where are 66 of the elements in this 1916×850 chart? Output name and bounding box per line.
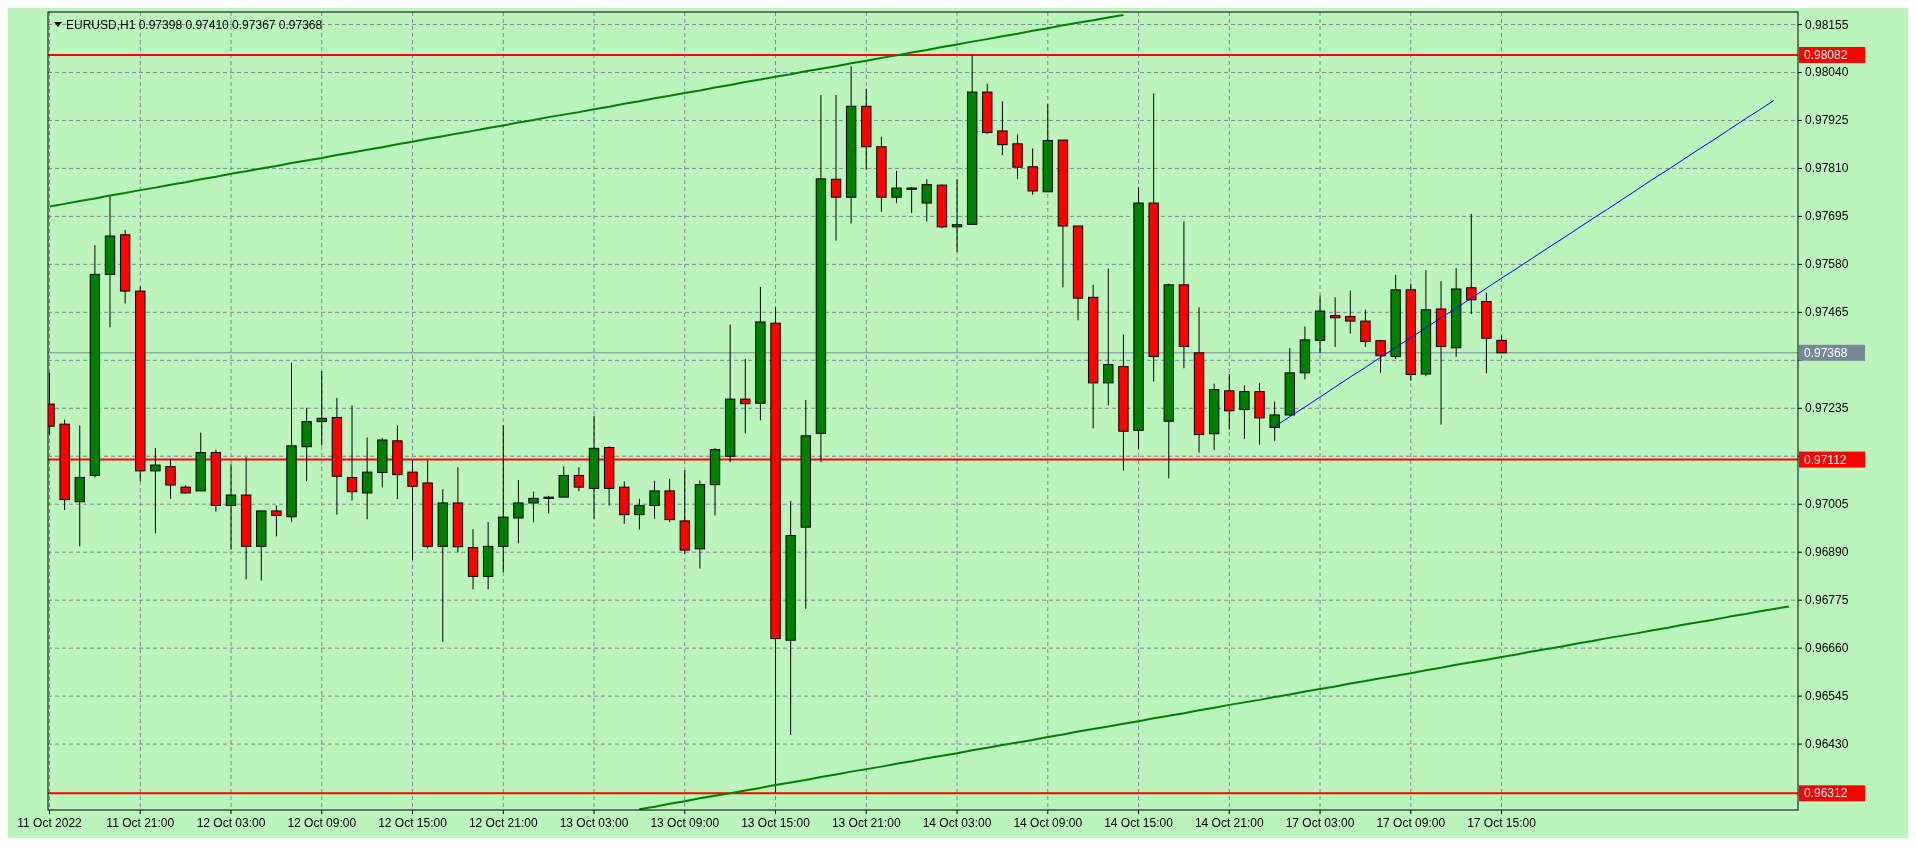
candlestick xyxy=(225,463,237,551)
candlestick xyxy=(891,170,902,204)
x-tick-label: 14 Oct 03:00 xyxy=(922,816,992,830)
candlestick xyxy=(528,491,539,523)
candlestick xyxy=(1360,309,1371,348)
candlestick xyxy=(513,479,524,544)
y-tick-label: 0.96430 xyxy=(1805,737,1849,752)
x-tick-label: 14 Oct 21:00 xyxy=(1194,816,1264,830)
candlestick xyxy=(1224,373,1235,431)
candlestick xyxy=(1239,384,1250,440)
x-tick-label: 12 Oct 21:00 xyxy=(468,816,538,830)
y-tick-label: 0.97810 xyxy=(1805,161,1849,176)
candlestick xyxy=(830,94,842,242)
y-tick-label: 0.98155 xyxy=(1805,17,1849,32)
candlestick xyxy=(1375,339,1386,374)
y-tick-label: 0.97005 xyxy=(1805,497,1849,512)
candlestick xyxy=(316,370,327,446)
candlestick xyxy=(1345,290,1356,335)
candlestick xyxy=(649,480,660,520)
text: EURUSD,H1 0.97398 0.97410 0.97367 0.97368 xyxy=(66,18,323,32)
candlestick xyxy=(634,498,645,531)
y-tick-label: 0.97580 xyxy=(1805,257,1849,272)
candlestick xyxy=(1269,401,1280,442)
y-tick-label: 0.97695 xyxy=(1805,209,1849,224)
y-tick-label: 0.96775 xyxy=(1805,593,1849,608)
y-tick-label: 0.96660 xyxy=(1805,641,1849,656)
x-tick-label: 17 Oct 15:00 xyxy=(1467,816,1537,830)
x-tick-label: 11 Oct 21:00 xyxy=(106,816,175,830)
candlestick xyxy=(951,178,963,253)
x-tick-label: 12 Oct 09:00 xyxy=(287,816,357,830)
x-tick-label: 11 Oct 2022 xyxy=(17,816,83,830)
candlestick xyxy=(271,504,282,537)
y-tick-label: 0.97465 xyxy=(1805,305,1849,320)
line-series xyxy=(48,13,1125,208)
y-tick-label: 0.96890 xyxy=(1805,545,1849,560)
x-tick-label: 13 Oct 15:00 xyxy=(741,816,811,830)
x-tick-label: 13 Oct 09:00 xyxy=(650,816,720,830)
candlestick xyxy=(150,447,161,534)
line-series xyxy=(638,605,1790,810)
y-tick-label: 0.96545 xyxy=(1805,689,1849,704)
x-tick-label: 17 Oct 09:00 xyxy=(1376,816,1446,830)
candlestick xyxy=(1466,213,1477,315)
x-tick-label: 17 Oct 03:00 xyxy=(1285,816,1355,830)
candlestick xyxy=(1329,296,1341,348)
candlestick xyxy=(906,186,917,214)
x-tick-label: 12 Oct 03:00 xyxy=(196,816,266,830)
x-tick-label: 14 Oct 09:00 xyxy=(1013,816,1083,830)
candlestick xyxy=(573,466,585,492)
x-tick-label: 13 Oct 21:00 xyxy=(831,816,901,830)
candlestick xyxy=(740,358,751,434)
y-tick-label: 0.98040 xyxy=(1805,65,1849,80)
ref-line-label: 0.98082 xyxy=(1804,47,1848,62)
ref-line-label: 0.96312 xyxy=(1804,786,1848,801)
candlestick xyxy=(361,436,373,520)
candlestick xyxy=(997,100,1008,156)
candlestick xyxy=(921,178,932,222)
ref-line-label: 0.97368 xyxy=(1804,345,1848,360)
ref-line-label: 0.97112 xyxy=(1804,452,1847,467)
candlestick xyxy=(1012,133,1023,180)
y-tick-label: 0.97925 xyxy=(1805,113,1849,128)
candlestick xyxy=(558,465,569,498)
x-tick-label: 12 Oct 15:00 xyxy=(378,816,448,830)
x-tick-label: 13 Oct 03:00 xyxy=(559,816,629,830)
y-tick-label: 0.97235 xyxy=(1805,401,1849,416)
candlestick xyxy=(1103,268,1114,406)
x-tick-label: 14 Oct 15:00 xyxy=(1104,816,1174,830)
